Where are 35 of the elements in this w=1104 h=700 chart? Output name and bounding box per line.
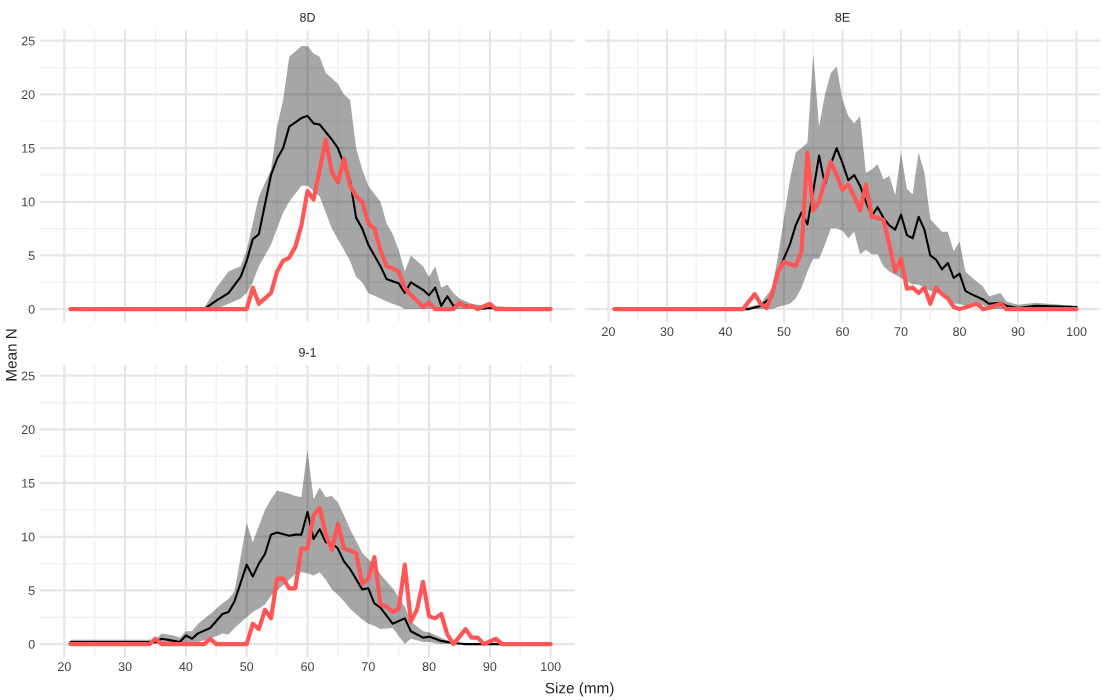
y-tick-label: 20 — [21, 425, 35, 435]
chart-title: 8D — [300, 12, 315, 22]
x-tick-label: 20 — [58, 662, 71, 672]
x-tick-label: 100 — [541, 662, 561, 672]
y-tick-label: 0 — [28, 304, 35, 314]
x-tick-label: 60 — [301, 662, 314, 672]
y-tick-label: 10 — [22, 197, 35, 207]
x-tick-label: 20 — [602, 327, 615, 337]
x-tick-label: 70 — [361, 662, 375, 672]
x-tick-label: 40 — [179, 662, 193, 672]
y-tick-label: 15 — [22, 144, 35, 153]
x-tick-label: 60 — [836, 327, 849, 337]
x-tick-label: 30 — [660, 327, 674, 337]
y-tick-label: 25 — [21, 36, 35, 46]
y-tick-label: 20 — [21, 90, 35, 100]
x-tick-label: 90 — [1011, 327, 1025, 337]
x-tick-label: 40 — [718, 327, 732, 337]
x-tick-label: 90 — [483, 662, 497, 672]
chart-title: 9-1 — [299, 347, 316, 357]
y-tick-label: 25 — [21, 371, 35, 381]
x-tick-label: 30 — [118, 662, 132, 672]
y-tick-label: 15 — [22, 479, 35, 488]
chart-title: 8E — [835, 12, 850, 22]
x-tick-label: 80 — [953, 327, 967, 337]
x-tick-label: 50 — [777, 327, 791, 337]
x-axis-title: Size (mm) — [545, 682, 614, 697]
x-tick-label: 50 — [240, 662, 254, 672]
y-tick-label: 10 — [22, 532, 35, 542]
y-tick-label: 0 — [28, 639, 35, 649]
x-tick-label: 100 — [1067, 327, 1087, 337]
y-tick-label: 5 — [28, 586, 35, 596]
y-tick-label: 5 — [28, 251, 35, 261]
x-tick-label: 80 — [422, 662, 436, 672]
y-axis-title: Mean N — [6, 329, 17, 381]
x-tick-label: 70 — [894, 327, 908, 337]
